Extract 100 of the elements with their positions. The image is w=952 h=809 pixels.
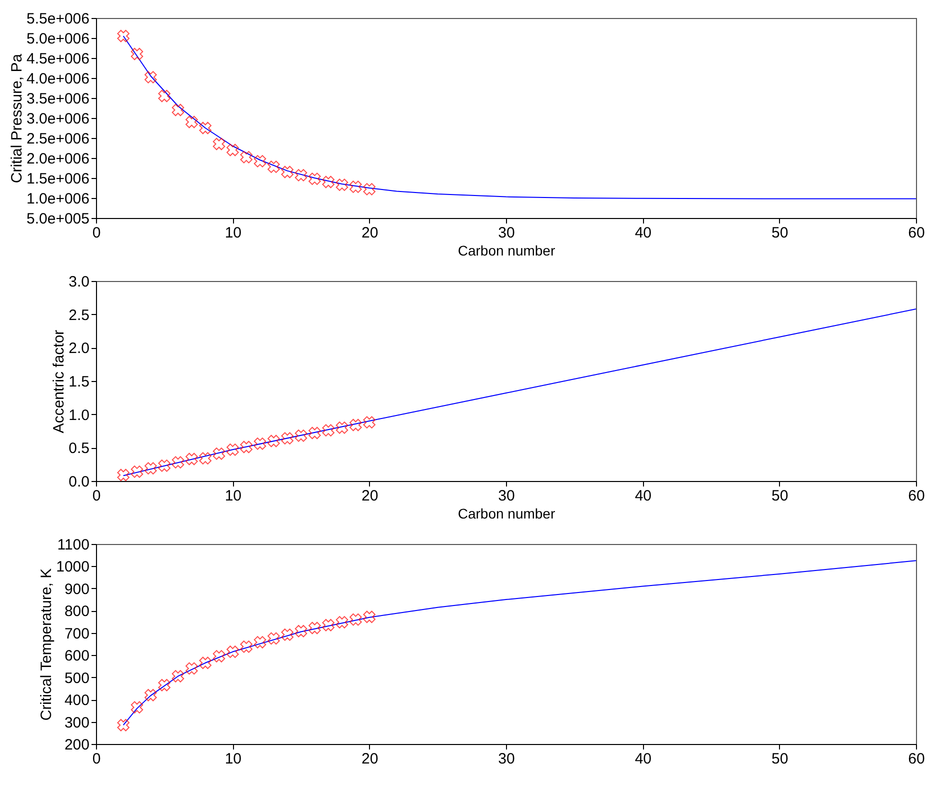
y-axis-title: Critial Pressure, Pa — [8, 53, 26, 184]
x-tick-label: 50 — [771, 224, 788, 242]
point — [240, 440, 252, 454]
point — [308, 622, 321, 634]
y-tick-label: 700 — [64, 625, 90, 642]
point — [212, 448, 226, 460]
x-tick-label: 60 — [908, 488, 925, 504]
y-tick-label: 2.5 — [68, 306, 90, 324]
point — [144, 688, 157, 702]
point — [336, 178, 348, 191]
x-tick-label: 30 — [498, 750, 515, 768]
x-axis-title: Carbon number — [458, 242, 556, 258]
x-tick-label: 40 — [634, 750, 652, 768]
point — [350, 180, 362, 193]
point — [322, 424, 334, 436]
point — [186, 116, 198, 128]
point — [226, 646, 239, 658]
point — [117, 718, 130, 732]
y-tick-label: 5.0e+005 — [26, 210, 90, 228]
y-tick-label: 800 — [64, 603, 90, 620]
y-tick-label: 2.0e+006 — [26, 150, 90, 168]
x-tick-label: 0 — [92, 750, 101, 768]
y-tick-label: 0.5 — [68, 440, 90, 458]
point — [226, 444, 239, 456]
x-tick-label: 30 — [498, 224, 515, 242]
y-tick-label: 900 — [64, 580, 90, 598]
y-tick-label: 0.0 — [68, 474, 90, 490]
point — [363, 416, 376, 428]
point — [268, 160, 280, 173]
point — [294, 169, 308, 182]
x-tick-label: 20 — [361, 488, 378, 504]
point — [172, 104, 184, 116]
y-tick-label: 3.0e+006 — [26, 110, 90, 128]
point — [363, 183, 376, 196]
point — [117, 468, 130, 482]
y-tick-label: 4.5e+006 — [26, 50, 90, 68]
x-tick-label: 10 — [224, 224, 242, 242]
y-tick-label: 1.0e+006 — [26, 190, 90, 208]
point — [144, 71, 157, 84]
point — [130, 466, 144, 478]
point — [322, 176, 334, 188]
x-tick-label: 50 — [771, 488, 788, 504]
point — [117, 30, 130, 42]
point — [212, 138, 226, 150]
point — [172, 670, 184, 682]
point — [336, 616, 348, 628]
point — [281, 166, 294, 178]
point — [212, 650, 226, 662]
y-tick-label: 500 — [64, 670, 90, 687]
x-tick-label: 40 — [634, 488, 652, 504]
point — [158, 90, 170, 102]
x-tick-label: 30 — [498, 488, 515, 504]
point — [226, 144, 239, 156]
point — [281, 628, 294, 641]
y-tick-label: 1100 — [57, 536, 90, 554]
y-axis-title: Accentric factor — [50, 330, 68, 434]
x-tick-label: 10 — [224, 750, 242, 768]
y-tick-label: 2.0 — [68, 340, 90, 358]
point — [144, 462, 157, 474]
point — [254, 155, 266, 168]
point — [308, 172, 321, 185]
point — [199, 656, 212, 670]
point — [172, 456, 184, 468]
y-tick-label: 1000 — [56, 558, 90, 576]
point — [130, 701, 144, 714]
point — [199, 122, 212, 134]
y-tick-label: 1.5e+006 — [26, 170, 90, 188]
x-tick-label: 10 — [224, 488, 242, 504]
y-tick-label: 5.5e+006 — [26, 10, 90, 28]
point — [130, 48, 144, 60]
y-tick-label: 400 — [64, 692, 90, 710]
x-tick-label: 0 — [92, 488, 101, 504]
x-tick-label: 60 — [908, 224, 925, 242]
y-tick-label: 300 — [64, 714, 90, 732]
point — [294, 624, 308, 638]
y-tick-label: 1.5 — [68, 374, 90, 390]
x-tick-label: 20 — [361, 224, 378, 242]
point — [158, 460, 170, 472]
point — [186, 662, 198, 675]
y-tick-label: 600 — [64, 648, 90, 665]
point — [363, 610, 376, 624]
point — [240, 151, 252, 164]
point — [186, 452, 198, 466]
x-tick-label: 60 — [908, 750, 925, 768]
point — [350, 418, 362, 432]
y-tick-label: 3.5e+006 — [26, 90, 90, 108]
y-tick-label: 200 — [64, 736, 90, 754]
point — [336, 422, 348, 434]
y-axis-title: Critical Temperature, K — [38, 568, 56, 721]
y-tick-label: 1.0 — [68, 406, 90, 424]
x-axis-title: Carbon number — [458, 506, 556, 522]
x-tick-label: 40 — [634, 224, 652, 242]
y-tick-label: 5.0e+006 — [26, 30, 90, 48]
point — [294, 430, 308, 442]
y-tick-label: 4.0e+006 — [26, 70, 90, 88]
y-tick-label: 3.0 — [68, 274, 90, 290]
point — [240, 640, 252, 653]
point — [254, 438, 266, 450]
point — [268, 434, 280, 448]
point — [308, 426, 321, 440]
